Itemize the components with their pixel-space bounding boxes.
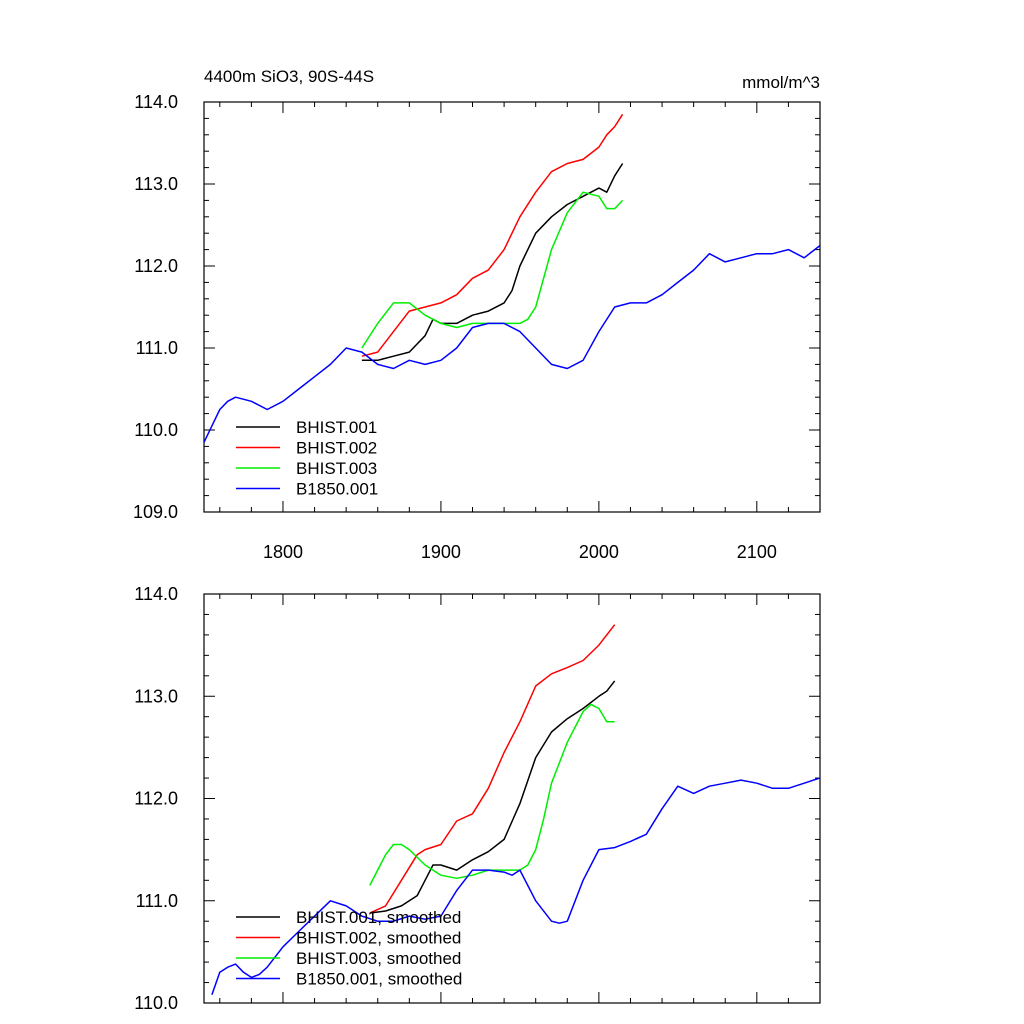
x-tick-label: 1800 — [263, 542, 303, 562]
legend-label: BHIST.001 — [296, 418, 377, 437]
series-line-4 — [204, 244, 820, 443]
legend-label: B1850.001 — [296, 480, 378, 499]
chart-title: 4400m SiO3, 90S-44S — [204, 67, 374, 86]
units-label: mmol/m^3 — [742, 73, 820, 92]
y-tick-label: 112.0 — [134, 789, 178, 809]
y-tick-label: 113.0 — [134, 174, 178, 194]
series-line-4 — [211, 777, 820, 996]
y-tick-label: 112.0 — [134, 256, 178, 276]
y-tick-label: 113.0 — [134, 686, 178, 706]
y-tick-label: 110.0 — [134, 420, 178, 440]
series-line-2 — [361, 113, 624, 357]
top-panel: 109.0 110.0 111.0 112.0 113.0 114.0 1800 1900 20… — [133, 92, 821, 562]
y-tick-label: 114.0 — [134, 584, 178, 604]
x-tick-label: 2100 — [737, 542, 777, 562]
legend-label: BHIST.003 — [296, 459, 377, 478]
y-tick-label: 114.0 — [134, 92, 178, 112]
legend-label: BHIST.002, smoothed — [296, 929, 461, 948]
y-tick-label: 111.0 — [136, 891, 178, 911]
y-tick-label: 109.0 — [133, 502, 178, 522]
plot-frame — [203, 101, 821, 513]
x-tick-label: 1900 — [421, 542, 461, 562]
series-line-2 — [369, 624, 616, 914]
legend-label: BHIST.003, smoothed — [296, 949, 461, 968]
bottom-panel: 110.0 111.0 112.0 113.0 114.0 BHIST.001, smoo… — [134, 584, 821, 1013]
series-line-3 — [361, 191, 624, 349]
legend-label: BHIST.002 — [296, 439, 377, 458]
series-line-3 — [369, 703, 615, 886]
series-line-1 — [369, 680, 616, 914]
series-line-1 — [361, 163, 624, 362]
y-tick-label: 110.0 — [134, 993, 178, 1013]
y-tick-label: 111.0 — [136, 338, 178, 358]
x-tick-label: 2000 — [579, 542, 619, 562]
legend-label: B1850.001, smoothed — [296, 970, 462, 989]
legend-label: BHIST.001, smoothed — [296, 908, 461, 927]
